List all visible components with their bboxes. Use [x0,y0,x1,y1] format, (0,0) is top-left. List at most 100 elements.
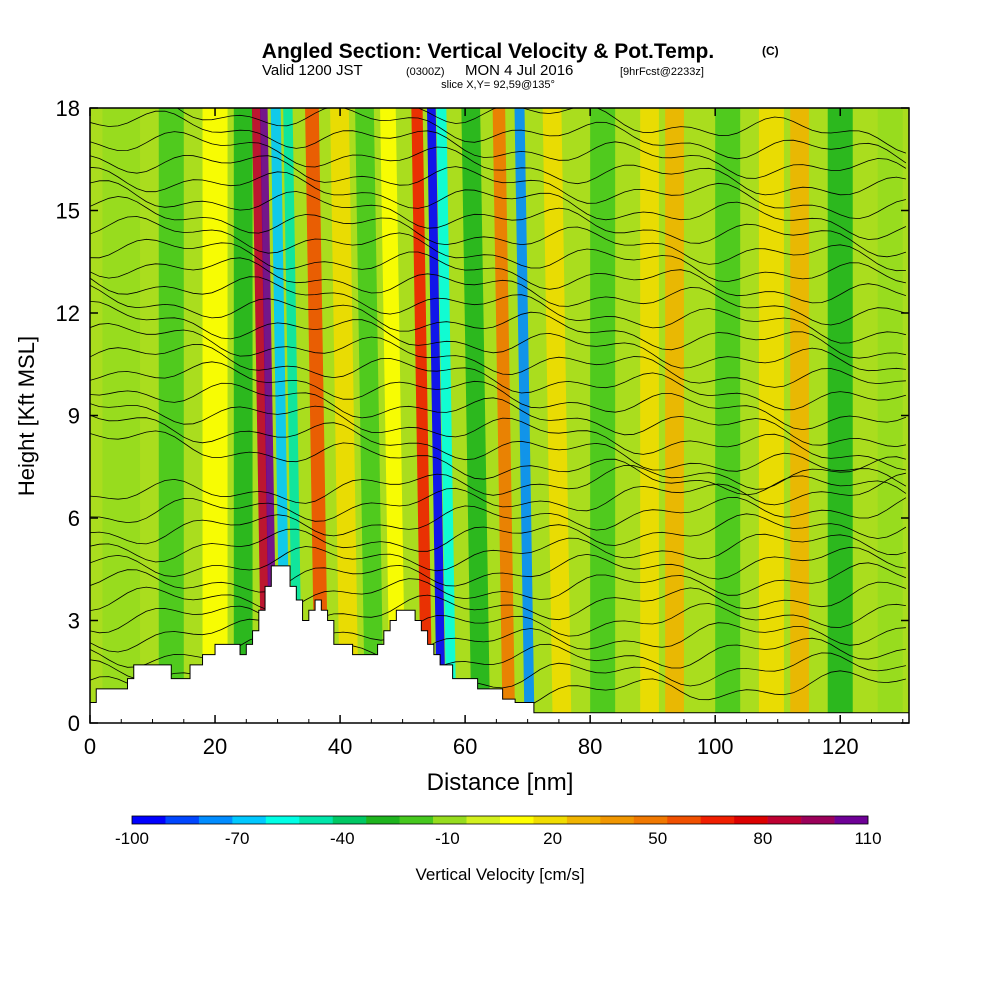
colorbar-swatch [433,816,467,824]
isentrope-line [90,196,906,272]
velocity-band [283,108,303,723]
isentrope-line [90,110,907,179]
y-axis-label: Height [Kft MSL] [14,336,39,496]
colorbar-tick-label: 20 [543,829,562,848]
colorbar-tick-label: 110 [854,829,881,848]
velocity-band [355,108,384,723]
velocity-band [640,108,659,723]
velocity-band [790,108,809,723]
x-tick-label: 20 [203,734,227,759]
colorbar-swatch [466,816,501,824]
velocity-band [715,108,741,723]
velocity-band [305,108,329,723]
velocity-band [827,108,853,723]
chart-title-unit: (C) [762,44,779,58]
colorbar-swatch [299,816,334,824]
colorbar-swatch [834,816,869,824]
isentrope-line [90,403,906,471]
colorbar-swatch [332,816,367,824]
isentrope-line [90,216,906,284]
isentrope-line [90,581,907,634]
colorbar: -100 -70 -40 -10 20 50 80 110 [115,815,882,848]
subtitle-zulu: (0300Z) [406,66,445,78]
y-tick-label: 18 [56,96,80,121]
isentrope-line [90,257,907,326]
colorbar-swatch [633,816,668,824]
velocity-band [542,108,572,723]
colorbar-swatch [366,816,400,824]
velocity-band [590,108,616,723]
subtitle-forecast: [9hrFcst@2233z] [620,66,704,78]
y-tick-label: 12 [56,301,80,326]
velocity-band [665,108,684,723]
isentrope-line [90,154,906,220]
isentrope-line [90,131,906,196]
subtitle-valid: Valid 1200 JST [262,62,363,79]
chart-title: Angled Section: Vertical Velocity & Pot.… [262,40,714,63]
isentrope-line [90,343,907,411]
isentrope-line [90,323,906,388]
isentrope-line [90,414,907,487]
velocity-band [202,108,228,723]
colorbar-tick-label: -70 [225,829,250,848]
colorbar-tick-label: 50 [648,829,667,848]
velocity-bands [102,108,903,723]
isentrope-line [90,361,907,431]
isentrope-line [90,472,906,524]
isentrope-line [176,108,907,164]
y-tick-label: 6 [68,506,80,531]
colorbar-label: Vertical Velocity [cm/s] [415,865,584,884]
y-tick-label: 3 [68,609,80,634]
isentrope-line [90,497,907,545]
isentrope-line [90,276,906,344]
velocity-band [492,108,516,723]
colorbar-swatch [265,816,300,824]
colorbar-swatch [600,816,635,824]
x-axis: 0 20 40 60 80 100 120 [84,108,904,759]
colorbar-swatch [566,816,601,824]
colorbar-swatch [232,816,267,824]
velocity-band [251,108,271,723]
velocity-band [330,108,359,723]
colorbar-swatch [132,816,166,824]
y-tick-label: 0 [68,711,80,736]
velocity-band [233,108,253,723]
isentrope-line [90,562,907,612]
terrain-mask [90,565,909,723]
colorbar-swatch [533,816,568,824]
colorbar-swatch [801,816,835,824]
subtitle-date: MON 4 Jul 2016 [465,62,573,79]
x-axis-label: Distance [nm] [427,769,574,796]
isentrope-line [90,430,907,496]
isentrope-line [90,513,907,563]
x-tick-label: 0 [84,734,96,759]
velocity-band [514,108,535,723]
y-tick-label: 15 [56,199,80,224]
colorbar-frame [131,815,869,825]
y-tick-label: 9 [68,404,80,429]
isentrope-line [90,533,907,577]
colorbar-swatch [165,816,200,824]
plot-area [90,108,909,723]
isentrope-line [90,382,906,448]
colorbar-swatch [198,816,233,824]
colorbar-swatch [500,816,534,824]
isentrope-line [90,301,906,372]
velocity-band [461,108,491,723]
slice-label: slice X,Y= 92,59@135° [441,79,555,91]
x-tick-label: 120 [822,734,859,759]
x-tick-label: 60 [453,734,477,759]
colorbar-tick-label: -10 [435,829,460,848]
isentrope-line [90,284,906,359]
isentrope-line [90,180,907,258]
chart-subtitle: Valid 1200 JST (0300Z) MON 4 Jul 2016 [9… [262,62,704,79]
colorbar-swatch [399,816,434,824]
velocity-band [877,108,903,723]
colorbar-swatch [667,816,702,824]
velocity-band [102,108,141,723]
velocity-band [426,108,446,723]
x-tick-label: 80 [578,734,602,759]
x-tick-label: 40 [328,734,352,759]
isentrope-line [90,166,907,240]
